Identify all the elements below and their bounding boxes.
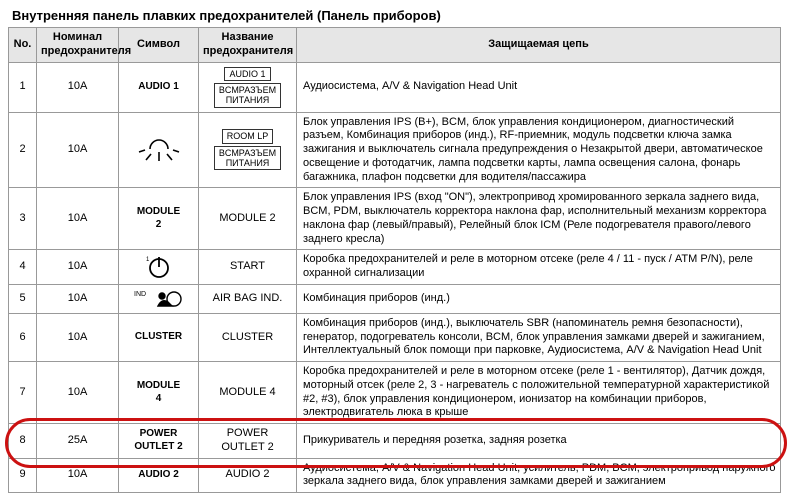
cell-nominal: 10A: [37, 362, 119, 424]
cell-nominal: 10A: [37, 62, 119, 112]
cell-name: ROOM LPBCMРАЗЪЕМ ПИТАНИЯ: [199, 112, 297, 188]
cell-description: Аудиосистема, A/V & Navigation Head Unit: [297, 62, 781, 112]
cell-name: POWER OUTLET 2: [199, 424, 297, 459]
cell-nominal: 25A: [37, 424, 119, 459]
fuse-table: No. Номинал предохранителя Символ Назван…: [8, 27, 781, 493]
cell-symbol: AUDIO 1: [119, 62, 199, 112]
cell-no: 5: [9, 284, 37, 313]
cell-symbol: 1: [119, 250, 199, 285]
cell-symbol: MODULE 2: [119, 188, 199, 250]
cell-symbol: IND: [119, 284, 199, 313]
cell-no: 9: [9, 458, 37, 493]
cell-no: 8: [9, 424, 37, 459]
header-desc: Защищаемая цепь: [297, 28, 781, 63]
cell-nominal: 10A: [37, 112, 119, 188]
table-title: Внутренняя панель плавких предохранителе…: [12, 8, 781, 23]
cell-name: START: [199, 250, 297, 285]
table-row: 910AAUDIO 2AUDIO 2Аудиосистема, A/V & Na…: [9, 458, 781, 493]
cell-nominal: 10A: [37, 284, 119, 313]
cell-nominal: 10A: [37, 188, 119, 250]
cell-description: Комбинация приборов (инд.): [297, 284, 781, 313]
table-row: 210A ROOM LPBCMРАЗЪЕМ ПИТАНИЯБлок управле…: [9, 112, 781, 188]
header-name: Название предохранителя: [199, 28, 297, 63]
cell-description: Блок управления IPS (вход "ON"), электро…: [297, 188, 781, 250]
cell-no: 2: [9, 112, 37, 188]
cell-symbol: POWER OUTLET 2: [119, 424, 199, 459]
table-row: 610ACLUSTERCLUSTERКомбинация приборов (и…: [9, 313, 781, 361]
cell-name: AIR BAG IND.: [199, 284, 297, 313]
table-row: 710AMODULE 4MODULE 4Коробка предохраните…: [9, 362, 781, 424]
cell-description: Коробка предохранителей и реле в моторно…: [297, 250, 781, 285]
svg-text:1: 1: [146, 257, 150, 263]
table-row: 410A 1 STARTКоробка предохранителей и реле…: [9, 250, 781, 285]
cell-symbol: MODULE 4: [119, 362, 199, 424]
cell-symbol: [119, 112, 199, 188]
cell-no: 3: [9, 188, 37, 250]
cell-description: Комбинация приборов (инд.), выключатель …: [297, 313, 781, 361]
table-row: 825APOWER OUTLET 2POWER OUTLET 2Прикурив…: [9, 424, 781, 459]
table-container: No. Номинал предохранителя Символ Назван…: [8, 27, 781, 493]
table-row: 110AAUDIO 1AUDIO 1BCMРАЗЪЕМ ПИТАНИЯАудио…: [9, 62, 781, 112]
table-row: 310AMODULE 2MODULE 2Блок управления IPS …: [9, 188, 781, 250]
cell-nominal: 10A: [37, 250, 119, 285]
cell-no: 7: [9, 362, 37, 424]
cell-nominal: 10A: [37, 313, 119, 361]
cell-description: Прикуриватель и передняя розетка, задняя…: [297, 424, 781, 459]
cell-description: Коробка предохранителей и реле в моторно…: [297, 362, 781, 424]
cell-nominal: 10A: [37, 458, 119, 493]
header-row: No. Номинал предохранителя Символ Назван…: [9, 28, 781, 63]
table-row: 510A IND AIR BAG IND.Комбинация приборов (…: [9, 284, 781, 313]
cell-name: MODULE 2: [199, 188, 297, 250]
cell-description: Аудиосистема, A/V & Navigation Head Unit…: [297, 458, 781, 493]
cell-name: CLUSTER: [199, 313, 297, 361]
cell-symbol: AUDIO 2: [119, 458, 199, 493]
cell-description: Блок управления IPS (B+), BCM, блок упра…: [297, 112, 781, 188]
svg-text:IND: IND: [134, 291, 146, 298]
cell-name: AUDIO 1BCMРАЗЪЕМ ПИТАНИЯ: [199, 62, 297, 112]
cell-no: 4: [9, 250, 37, 285]
cell-no: 6: [9, 313, 37, 361]
cell-symbol: CLUSTER: [119, 313, 199, 361]
cell-no: 1: [9, 62, 37, 112]
cell-name: MODULE 4: [199, 362, 297, 424]
header-no: No.: [9, 28, 37, 63]
cell-name: AUDIO 2: [199, 458, 297, 493]
header-nom: Номинал предохранителя: [37, 28, 119, 63]
